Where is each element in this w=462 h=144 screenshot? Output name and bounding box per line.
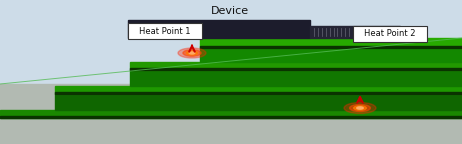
Ellipse shape xyxy=(357,107,363,109)
Bar xyxy=(0,84,462,144)
Bar xyxy=(55,92,462,94)
Bar xyxy=(0,116,462,118)
Bar xyxy=(130,70,462,86)
Bar xyxy=(130,68,462,70)
Bar xyxy=(55,94,462,110)
Ellipse shape xyxy=(186,51,198,55)
Text: Device: Device xyxy=(211,6,249,16)
Bar xyxy=(0,0,462,84)
Text: Heat Point 2: Heat Point 2 xyxy=(364,30,416,38)
Bar xyxy=(310,26,400,38)
Bar xyxy=(128,20,310,38)
Ellipse shape xyxy=(344,103,376,113)
FancyBboxPatch shape xyxy=(128,23,202,39)
Text: Heat Point 1: Heat Point 1 xyxy=(139,26,191,36)
Bar xyxy=(130,62,462,70)
Ellipse shape xyxy=(353,106,366,110)
Bar xyxy=(0,110,462,118)
Bar xyxy=(200,48,462,62)
Ellipse shape xyxy=(350,104,371,112)
Ellipse shape xyxy=(178,48,206,58)
FancyBboxPatch shape xyxy=(353,26,427,42)
Bar xyxy=(200,38,462,48)
Ellipse shape xyxy=(189,52,195,54)
Bar xyxy=(55,86,462,94)
Bar xyxy=(200,46,462,48)
Ellipse shape xyxy=(183,50,201,56)
